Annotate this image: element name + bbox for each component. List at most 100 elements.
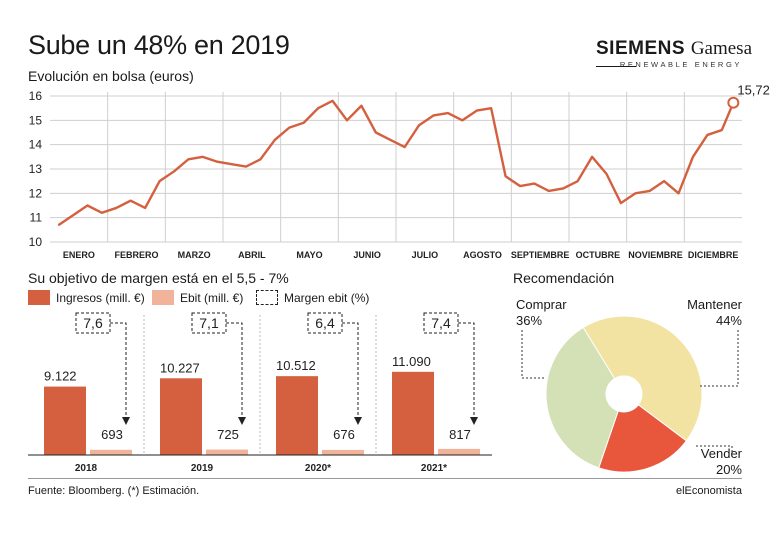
leader-comprar [521, 330, 546, 379]
price-point [432, 114, 435, 117]
x-tick-label: JULIO [412, 250, 439, 260]
margin-label: 7,1 [199, 315, 219, 331]
pie-chart-title: Recomendación [513, 270, 615, 286]
price-point [86, 204, 89, 207]
footer-divider [28, 478, 742, 479]
price-point [519, 185, 521, 187]
bar-ingresos [44, 386, 86, 455]
category-label: 2021* [421, 463, 447, 474]
bar-ebit [206, 449, 248, 455]
category-label: 2018 [75, 463, 98, 474]
bar-chart-title: Su objetivo de margen está en el 5,5 - 7… [28, 270, 289, 286]
price-point [259, 158, 262, 161]
pie-pct-vender: 20% [715, 462, 742, 477]
bar-label-ebit: 693 [101, 427, 123, 442]
price-point [634, 192, 637, 195]
price-point [187, 158, 190, 161]
price-point [403, 146, 406, 148]
x-tick-label: MAYO [296, 250, 322, 260]
pie-name-mantener: Mantener [687, 297, 742, 312]
margin-arrow-head [470, 417, 478, 425]
price-point [591, 156, 593, 158]
price-point [663, 180, 665, 182]
margin-arrow-line [226, 322, 243, 419]
price-point [475, 109, 478, 112]
price-series-line [57, 99, 735, 226]
last-price-marker [727, 96, 740, 109]
price-point [447, 112, 449, 114]
price-point [288, 126, 291, 129]
publisher-brand: elEconomista [675, 485, 742, 497]
y-tick-label: 12 [29, 186, 43, 200]
legend-swatch-ingresos [28, 290, 50, 305]
price-point [346, 119, 348, 122]
price-point [115, 207, 118, 209]
x-tick-label: FEBRERO [114, 250, 158, 260]
stock-line-chart: 10 11 12 13 14 15 16 ENERO FEBRERO MARZO ABRIL MAYO… [29, 83, 770, 260]
pie-name-vender: Vender [700, 446, 742, 461]
legend-label-ebit: Ebit (mill. €) [180, 290, 244, 305]
pie-slice-vender [598, 404, 688, 473]
margin-arrow-line [342, 322, 359, 419]
bar-label-ingresos: 10.512 [276, 358, 316, 373]
bar-label-ingresos: 11.090 [392, 354, 431, 369]
price-point [576, 180, 579, 182]
price-point [692, 156, 694, 158]
price-point [418, 124, 420, 126]
price-point [158, 180, 161, 182]
price-point [245, 165, 247, 168]
bar-label-ingresos: 9.122 [44, 369, 77, 384]
y-tick-label: 14 [29, 138, 43, 152]
price-point [620, 202, 622, 204]
x-tick-label: SEPTIEMBRE [511, 250, 570, 260]
pie-slice-mantener [582, 315, 703, 442]
legend-swatch-ebit [152, 290, 174, 305]
bar-label-ebit: 817 [449, 427, 471, 442]
bar-ingresos [392, 371, 434, 455]
category-label: 2020* [305, 463, 331, 474]
legend-label-ingresos: Ingresos (mill. €) [56, 290, 145, 305]
bar-ingresos [160, 378, 202, 455]
price-point [548, 190, 550, 192]
legend-swatch-margen [256, 290, 278, 305]
x-tick-label: MARZO [178, 250, 211, 260]
last-price-label: 15,725 [737, 83, 770, 98]
price-point [490, 107, 492, 109]
price-point [173, 170, 175, 173]
price-point [57, 224, 60, 226]
x-tick-label: ABRIL [238, 250, 266, 260]
price-point [677, 192, 680, 195]
legend-label-margen: Margen ebit (%) [284, 290, 370, 305]
leader-mantener [698, 330, 739, 387]
x-tick-label: OCTUBRE [576, 250, 621, 260]
y-tick-label: 13 [29, 162, 43, 176]
pie-label-vender: Vender 20% [692, 446, 742, 478]
x-tick-label: ENERO [63, 250, 95, 260]
margin-box [307, 312, 343, 334]
price-point [648, 190, 651, 192]
legend-ingresos: Ingresos (mill. €) [28, 290, 145, 305]
legend-margen: Margen ebit (%) [256, 290, 369, 305]
price-point [562, 187, 565, 190]
logo-brand: SIEMENS [596, 38, 686, 59]
price-point [230, 163, 233, 165]
y-tick-label: 16 [29, 89, 43, 103]
source-note: Fuente: Bloomberg. (*) Estimación. [28, 485, 200, 497]
siemens-gamesa-logo: SIEMENS Gamesa RENEWABLE ENERGY [596, 38, 752, 69]
recommendation-pie-chart [521, 315, 739, 473]
margin-bar-chart: 9.122 693 7,6 2018 10.227 725 7,1 2019 10.512 676… [28, 312, 492, 474]
page-title: Sube un 48% en 2019 [28, 30, 290, 60]
price-point [461, 119, 464, 122]
logo-tagline: RENEWABLE ENERGY [619, 60, 742, 69]
price-point [317, 107, 319, 109]
price-point [533, 182, 536, 185]
y-tick-label: 15 [29, 113, 43, 127]
margin-arrow-head [122, 417, 130, 425]
margin-box [191, 312, 227, 334]
x-tick-label: NOVIEMBRE [628, 250, 683, 260]
price-point [721, 129, 723, 131]
margin-arrow-head [238, 417, 246, 425]
price-point [360, 104, 363, 107]
margin-arrow-line [458, 322, 475, 419]
y-tick-label: 10 [29, 235, 43, 249]
